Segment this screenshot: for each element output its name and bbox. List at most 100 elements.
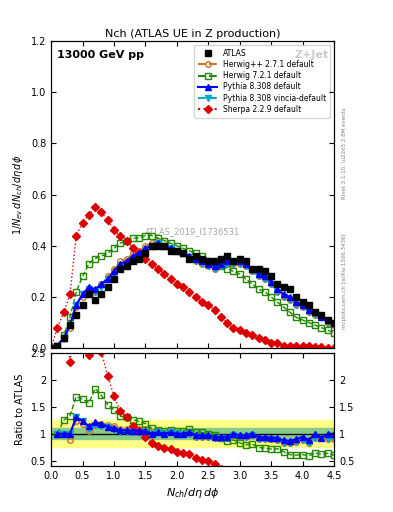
Text: mcplots.cern.ch [arXiv:1306.3436]: mcplots.cern.ch [arXiv:1306.3436] — [342, 234, 347, 329]
Pythia 8.308 vincia-default — [61, 335, 66, 341]
Herwig++ 2.7.1 default — [187, 255, 192, 262]
Pythia 8.308 vincia-default — [288, 296, 292, 303]
X-axis label: $N_{ch}/d\eta\,d\phi$: $N_{ch}/d\eta\,d\phi$ — [166, 486, 219, 500]
Pythia 8.308 default — [225, 258, 230, 264]
Sherpa 2.2.9 default — [181, 284, 185, 290]
Herwig++ 2.7.1 default — [149, 240, 154, 246]
Pythia 8.308 vincia-default — [112, 271, 116, 277]
Pythia 8.308 default — [281, 291, 286, 297]
Y-axis label: $1/N_{ev}\,dN_{ch}/d\eta\,d\phi$: $1/N_{ev}\,dN_{ch}/d\eta\,d\phi$ — [11, 155, 25, 234]
Pythia 8.308 default — [124, 258, 129, 264]
Herwig 7.2.1 default — [99, 253, 104, 259]
Pythia 8.308 default — [168, 245, 173, 251]
Pythia 8.308 vincia-default — [294, 302, 299, 308]
Herwig++ 2.7.1 default — [332, 322, 336, 328]
Sherpa 2.2.9 default — [200, 299, 204, 305]
Text: ATLAS_2019_I1736531: ATLAS_2019_I1736531 — [145, 227, 240, 236]
Pythia 8.308 default — [244, 261, 248, 267]
Pythia 8.308 vincia-default — [275, 289, 280, 295]
Herwig++ 2.7.1 default — [143, 243, 148, 249]
Herwig++ 2.7.1 default — [244, 263, 248, 269]
Herwig 7.2.1 default — [187, 248, 192, 254]
Pythia 8.308 default — [118, 261, 123, 267]
Herwig 7.2.1 default — [118, 240, 123, 246]
Line: Herwig 7.2.1 default: Herwig 7.2.1 default — [48, 233, 337, 351]
Sherpa 2.2.9 default — [294, 343, 299, 349]
Herwig++ 2.7.1 default — [275, 289, 280, 295]
Herwig 7.2.1 default — [130, 235, 135, 241]
Herwig 7.2.1 default — [61, 332, 66, 338]
Sherpa 2.2.9 default — [212, 307, 217, 313]
Pythia 8.308 vincia-default — [237, 261, 242, 267]
Herwig 7.2.1 default — [313, 322, 318, 328]
Pythia 8.308 default — [294, 299, 299, 305]
Herwig 7.2.1 default — [237, 271, 242, 277]
Herwig 7.2.1 default — [256, 286, 261, 292]
Text: Rivet 3.1.10, \u2265 2.8M events: Rivet 3.1.10, \u2265 2.8M events — [342, 108, 347, 199]
Herwig++ 2.7.1 default — [300, 304, 305, 310]
Pythia 8.308 vincia-default — [263, 276, 267, 282]
Line: Herwig++ 2.7.1 default: Herwig++ 2.7.1 default — [48, 238, 337, 351]
Herwig 7.2.1 default — [162, 238, 167, 244]
Herwig++ 2.7.1 default — [200, 261, 204, 267]
Herwig 7.2.1 default — [319, 325, 324, 331]
Line: Pythia 8.308 vincia-default: Pythia 8.308 vincia-default — [48, 241, 337, 351]
Legend: ATLAS, Herwig++ 2.7.1 default, Herwig 7.2.1 default, Pythia 8.308 default, Pythi: ATLAS, Herwig++ 2.7.1 default, Herwig 7.… — [194, 45, 330, 118]
Herwig++ 2.7.1 default — [68, 325, 72, 331]
Herwig 7.2.1 default — [300, 317, 305, 323]
Pythia 8.308 default — [181, 250, 185, 257]
Herwig 7.2.1 default — [200, 253, 204, 259]
Herwig 7.2.1 default — [68, 314, 72, 321]
Pythia 8.308 default — [68, 322, 72, 328]
Pythia 8.308 vincia-default — [181, 250, 185, 257]
Pythia 8.308 vincia-default — [244, 263, 248, 269]
Pythia 8.308 default — [288, 294, 292, 300]
Pythia 8.308 default — [219, 261, 223, 267]
Herwig++ 2.7.1 default — [156, 238, 160, 244]
Pythia 8.308 vincia-default — [193, 258, 198, 264]
Herwig 7.2.1 default — [219, 263, 223, 269]
Pythia 8.308 vincia-default — [300, 304, 305, 310]
Pythia 8.308 vincia-default — [256, 273, 261, 280]
Pythia 8.308 vincia-default — [168, 245, 173, 251]
Sherpa 2.2.9 default — [130, 245, 135, 251]
Herwig++ 2.7.1 default — [137, 248, 141, 254]
Herwig 7.2.1 default — [156, 235, 160, 241]
Herwig++ 2.7.1 default — [319, 314, 324, 321]
Text: Z+Jet: Z+Jet — [294, 50, 329, 60]
Pythia 8.308 vincia-default — [162, 243, 167, 249]
Sherpa 2.2.9 default — [61, 309, 66, 315]
Pythia 8.308 default — [149, 243, 154, 249]
Herwig 7.2.1 default — [137, 235, 141, 241]
Herwig 7.2.1 default — [225, 266, 230, 272]
Pythia 8.308 default — [269, 279, 274, 285]
Pythia 8.308 default — [74, 302, 79, 308]
Herwig 7.2.1 default — [105, 250, 110, 257]
Pythia 8.308 vincia-default — [80, 291, 85, 297]
Text: 13000 GeV pp: 13000 GeV pp — [57, 50, 144, 60]
Sherpa 2.2.9 default — [118, 232, 123, 239]
Sherpa 2.2.9 default — [156, 266, 160, 272]
Pythia 8.308 default — [99, 281, 104, 287]
Herwig++ 2.7.1 default — [307, 309, 311, 315]
Herwig++ 2.7.1 default — [55, 343, 60, 349]
Pythia 8.308 vincia-default — [281, 294, 286, 300]
Herwig++ 2.7.1 default — [288, 296, 292, 303]
Pythia 8.308 vincia-default — [137, 253, 141, 259]
Pythia 8.308 default — [86, 284, 91, 290]
Herwig 7.2.1 default — [294, 314, 299, 321]
Pythia 8.308 vincia-default — [124, 261, 129, 267]
Pythia 8.308 vincia-default — [200, 261, 204, 267]
Herwig++ 2.7.1 default — [86, 289, 91, 295]
Sherpa 2.2.9 default — [206, 302, 211, 308]
Sherpa 2.2.9 default — [99, 209, 104, 216]
Pythia 8.308 vincia-default — [68, 322, 72, 328]
Herwig 7.2.1 default — [250, 281, 255, 287]
Herwig++ 2.7.1 default — [225, 261, 230, 267]
Herwig++ 2.7.1 default — [174, 248, 179, 254]
Herwig 7.2.1 default — [86, 261, 91, 267]
Herwig++ 2.7.1 default — [124, 255, 129, 262]
Herwig++ 2.7.1 default — [325, 319, 330, 326]
Herwig 7.2.1 default — [74, 289, 79, 295]
Pythia 8.308 default — [49, 345, 53, 351]
